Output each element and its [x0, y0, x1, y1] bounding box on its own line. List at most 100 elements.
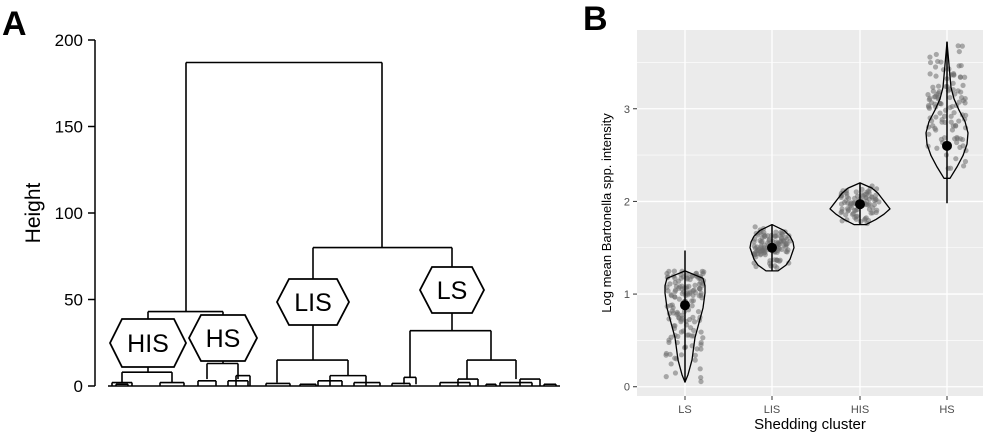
jitter-point — [959, 136, 966, 143]
jitter-point — [666, 268, 672, 274]
jitter-point — [686, 332, 692, 338]
jitter-point — [955, 88, 961, 94]
jitter-point — [676, 296, 682, 302]
jitter-point — [871, 202, 878, 208]
jitter-point — [761, 232, 767, 238]
jitter-point — [677, 284, 683, 290]
jitter-point — [932, 125, 938, 131]
cluster-label-text: HIS — [127, 330, 169, 358]
jitter-point — [938, 101, 944, 107]
violin-x-tick-label: LS — [678, 404, 691, 416]
jitter-point — [868, 210, 874, 216]
jitter-point — [699, 295, 705, 301]
jitter-point — [947, 94, 953, 101]
jitter-point — [872, 196, 879, 202]
jitter-point — [852, 207, 858, 213]
dendrogram-branches — [108, 61, 560, 387]
cluster-label-hexagon — [418, 266, 486, 314]
violin-plot-background — [637, 30, 983, 396]
jitter-point — [930, 84, 936, 90]
jitter-point — [958, 95, 965, 101]
jitter-point — [774, 233, 780, 239]
jitter-point — [771, 257, 778, 263]
violin-y-axis-title: Log mean Bartonella spp. intensity — [599, 113, 614, 313]
violin-x-axis-title: Shedding cluster — [754, 416, 866, 432]
jitter-point — [933, 73, 939, 79]
jitter-point — [953, 156, 959, 162]
jitter-point — [671, 268, 677, 274]
violin-y-tick-label: 1 — [624, 289, 630, 301]
jitter-point — [695, 308, 702, 315]
jitter-point — [753, 254, 759, 260]
jitter-point — [839, 206, 845, 212]
jitter-point — [950, 80, 956, 86]
jitter-point — [690, 292, 696, 299]
cluster-label-hexagon — [108, 318, 188, 368]
jitter-point — [943, 83, 949, 90]
jitter-point — [700, 335, 706, 341]
jitter-point — [668, 302, 674, 309]
jitter-point — [692, 282, 698, 288]
jitter-point — [852, 195, 858, 201]
jitter-point — [952, 122, 959, 129]
jitter-point — [863, 194, 869, 201]
dendrogram-y-tick-label: 150 — [55, 118, 83, 137]
jitter-point — [668, 361, 674, 367]
jitter-point — [930, 88, 936, 94]
jitter-point — [691, 287, 697, 293]
jitter-point — [773, 239, 779, 245]
jitter-point — [947, 104, 953, 111]
jitter-point — [698, 374, 704, 381]
jitter-point — [843, 212, 849, 218]
jitter-point — [778, 238, 784, 244]
panel-label-a: A — [2, 5, 27, 43]
jitter-point — [869, 194, 875, 200]
jitter-point — [846, 195, 852, 202]
jitter-point — [774, 249, 780, 255]
violin-x-ticks: LS LIS HIS HS — [678, 396, 955, 416]
jitter-point — [698, 378, 704, 385]
dendrogram-panel: A Height 0 50 100 150 200 HIS HS LIS LS — [2, 5, 560, 396]
jitter-point — [962, 74, 968, 80]
jitter-point — [937, 110, 943, 116]
jitter-point — [694, 346, 700, 352]
jitter-point — [960, 143, 966, 149]
jitter-point — [667, 281, 673, 287]
jitter-point — [666, 337, 672, 343]
jitter-point — [783, 248, 789, 255]
jitter-point — [697, 366, 703, 372]
jitter-point — [754, 248, 760, 254]
mean-point — [855, 199, 865, 210]
jitter-point — [672, 323, 678, 329]
jitter-point — [942, 119, 948, 126]
jitter-point — [678, 352, 685, 358]
violin-x-tick-label: HS — [939, 404, 954, 416]
jitter-point — [758, 239, 764, 245]
jitter-point — [853, 189, 859, 195]
jitter-point — [663, 374, 669, 380]
jitter-point — [663, 350, 669, 357]
cluster-label-text: LS — [437, 277, 468, 305]
jitter-point — [935, 83, 942, 89]
jitter-point — [678, 275, 684, 281]
jitter-point — [684, 276, 691, 282]
jitter-point — [951, 110, 957, 116]
dendrogram-y-tick-label: 100 — [55, 204, 83, 223]
jitter-point — [843, 188, 850, 194]
dendrogram-cluster-labels: HIS HS LIS LS — [108, 266, 486, 368]
jitter-point — [955, 43, 961, 49]
jitter-point — [951, 72, 957, 78]
jitter-point — [954, 139, 960, 146]
violin-y-tick-label: 3 — [624, 104, 630, 116]
jitter-point — [762, 247, 768, 253]
jitter-point — [678, 317, 685, 323]
violin-gridlines — [637, 30, 983, 396]
dendrogram-y-axis-title: Height — [22, 182, 45, 243]
jitter-point — [956, 99, 962, 105]
jitter-point — [874, 207, 880, 213]
jitter-point — [686, 283, 692, 289]
jitter-point — [772, 263, 778, 269]
jitter-point — [698, 339, 704, 346]
jitter-point — [692, 352, 698, 358]
